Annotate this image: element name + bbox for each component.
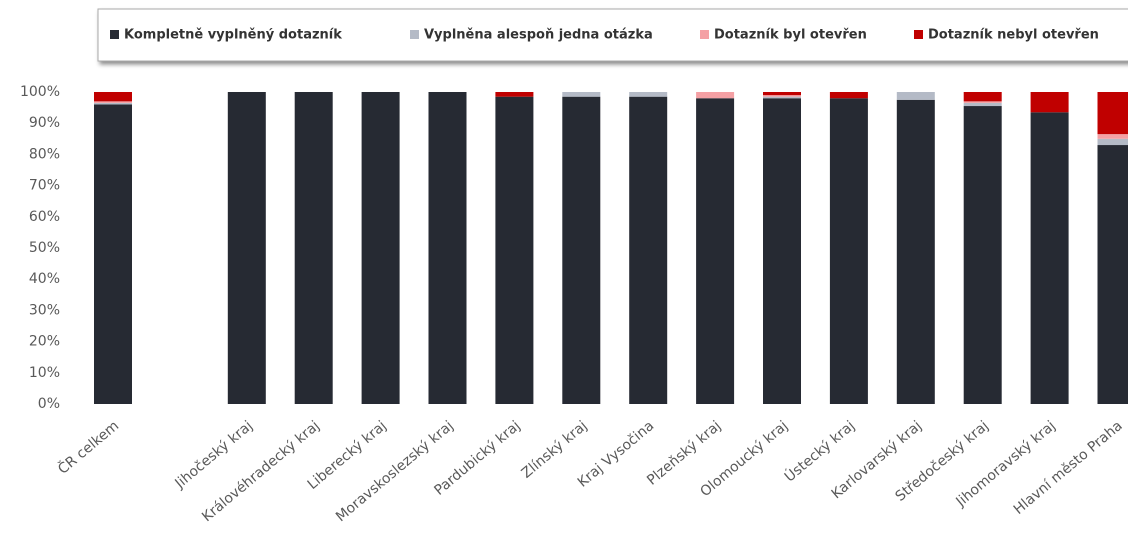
bar-segment bbox=[94, 102, 132, 105]
bar-segment bbox=[495, 96, 534, 405]
bar-segment bbox=[963, 92, 1002, 102]
bar-segment bbox=[763, 95, 801, 97]
legend-label: Dotazník byl otevřen bbox=[714, 28, 867, 43]
bar-segment bbox=[696, 92, 735, 99]
x-tick-label: ČR celkem bbox=[54, 416, 122, 477]
bar-segment bbox=[227, 92, 266, 404]
bar-segment bbox=[562, 96, 601, 405]
legend-swatch bbox=[410, 30, 419, 39]
y-tick-label: 80% bbox=[29, 146, 60, 162]
bar-segment bbox=[1097, 138, 1128, 146]
x-tick-label: Moravskoslezský kraj bbox=[333, 418, 457, 525]
y-tick-label: 30% bbox=[29, 302, 60, 318]
bar-segment bbox=[763, 98, 801, 405]
x-tick-label: Královéhradecký kraj bbox=[199, 418, 323, 525]
bar-segment bbox=[294, 92, 333, 404]
bar-segment bbox=[1097, 145, 1128, 405]
legend-swatch bbox=[700, 30, 709, 39]
bar-segment bbox=[1030, 112, 1069, 404]
bar-segment bbox=[1097, 92, 1128, 135]
bar-segment bbox=[896, 92, 935, 100]
y-tick-label: 40% bbox=[29, 271, 60, 287]
bar-segment bbox=[629, 92, 668, 97]
bar-segment bbox=[963, 101, 1002, 103]
bar-segment bbox=[562, 92, 601, 97]
bar-segment bbox=[94, 92, 132, 102]
y-tick-label: 90% bbox=[29, 115, 60, 131]
legend-swatch bbox=[110, 30, 119, 39]
bar-segment bbox=[94, 101, 132, 103]
bar-segment bbox=[94, 104, 132, 404]
legend-swatch bbox=[914, 30, 923, 39]
x-tick-label: Zlínský kraj bbox=[519, 418, 591, 482]
y-tick-label: 0% bbox=[38, 396, 60, 412]
bar-segment bbox=[696, 98, 735, 405]
bar-segment bbox=[1097, 134, 1128, 139]
y-tick-label: 100% bbox=[20, 84, 60, 100]
bar-segment bbox=[963, 102, 1002, 107]
y-tick-label: 60% bbox=[29, 209, 60, 225]
y-tick-label: 50% bbox=[29, 240, 60, 256]
bar-segment bbox=[361, 92, 400, 404]
bar-segment bbox=[495, 92, 534, 97]
x-tick-label: Hlavní město Praha bbox=[1011, 418, 1126, 518]
bar-segment bbox=[896, 99, 935, 405]
bar-segment bbox=[963, 106, 1002, 404]
legend-box bbox=[97, 8, 1128, 62]
bar-segment bbox=[1030, 92, 1069, 113]
bar-segment bbox=[763, 96, 801, 99]
legend-label: Vyplněna alespoň jedna otázka bbox=[424, 28, 653, 43]
bar-segment bbox=[829, 92, 868, 99]
bar-segment bbox=[763, 92, 801, 96]
y-tick-label: 70% bbox=[29, 178, 60, 194]
y-tick-label: 10% bbox=[29, 365, 60, 381]
bar-segment bbox=[629, 96, 668, 405]
bar-segment bbox=[428, 92, 467, 404]
legend-label: Kompletně vyplněný dotazník bbox=[124, 28, 342, 43]
y-tick-label: 20% bbox=[29, 334, 60, 350]
legend-label: Dotazník nebyl otevřen bbox=[928, 28, 1099, 43]
bar-segment bbox=[829, 98, 868, 405]
